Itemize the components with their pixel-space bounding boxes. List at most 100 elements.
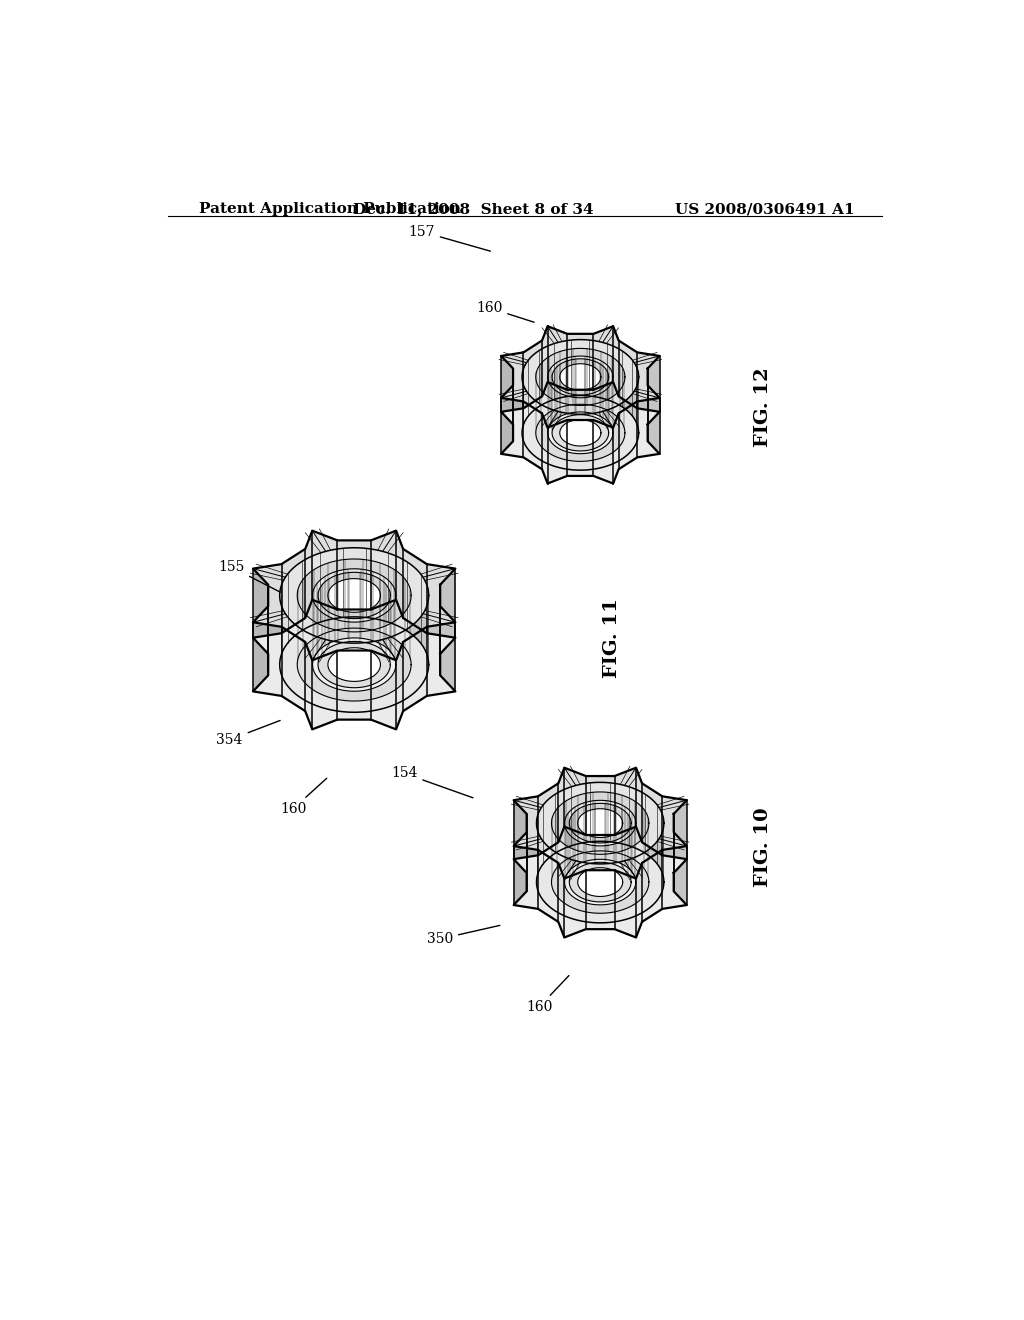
Polygon shape <box>651 799 653 859</box>
Polygon shape <box>618 341 637 408</box>
Polygon shape <box>639 805 641 865</box>
Polygon shape <box>421 574 422 645</box>
Polygon shape <box>620 795 622 854</box>
Polygon shape <box>253 531 456 660</box>
Polygon shape <box>616 784 620 843</box>
Polygon shape <box>599 792 602 851</box>
Polygon shape <box>586 339 589 396</box>
Polygon shape <box>610 355 611 413</box>
Polygon shape <box>542 326 548 396</box>
Polygon shape <box>653 843 655 904</box>
Polygon shape <box>394 634 397 705</box>
Polygon shape <box>347 560 350 628</box>
Polygon shape <box>373 642 377 710</box>
Polygon shape <box>636 843 638 903</box>
Polygon shape <box>645 850 647 911</box>
Polygon shape <box>305 642 312 730</box>
Polygon shape <box>548 356 613 397</box>
Polygon shape <box>631 846 633 907</box>
Polygon shape <box>620 851 622 911</box>
Polygon shape <box>582 405 585 462</box>
Polygon shape <box>407 609 408 680</box>
Polygon shape <box>616 392 617 450</box>
Polygon shape <box>564 859 636 906</box>
Polygon shape <box>403 612 404 682</box>
Polygon shape <box>422 612 424 684</box>
Polygon shape <box>659 808 660 870</box>
Polygon shape <box>601 342 603 399</box>
Polygon shape <box>361 643 365 711</box>
Polygon shape <box>318 573 390 619</box>
Polygon shape <box>589 341 592 396</box>
Polygon shape <box>548 412 613 454</box>
Polygon shape <box>609 408 611 466</box>
Polygon shape <box>357 548 361 616</box>
Polygon shape <box>623 861 626 920</box>
Polygon shape <box>297 628 411 701</box>
Polygon shape <box>407 561 410 632</box>
Polygon shape <box>403 630 407 700</box>
Polygon shape <box>365 643 369 711</box>
Polygon shape <box>371 531 396 610</box>
Polygon shape <box>617 851 620 911</box>
Polygon shape <box>605 792 607 851</box>
Polygon shape <box>578 809 623 837</box>
Polygon shape <box>403 560 407 631</box>
Polygon shape <box>624 352 626 409</box>
Polygon shape <box>606 863 609 923</box>
Polygon shape <box>622 795 625 855</box>
Polygon shape <box>403 577 404 648</box>
Polygon shape <box>384 638 387 709</box>
Polygon shape <box>385 626 387 696</box>
Polygon shape <box>419 572 421 643</box>
Polygon shape <box>603 343 606 400</box>
Polygon shape <box>603 411 606 467</box>
Polygon shape <box>609 783 612 842</box>
Polygon shape <box>580 405 582 462</box>
Polygon shape <box>620 404 622 461</box>
Polygon shape <box>394 620 396 690</box>
Polygon shape <box>400 558 403 628</box>
Polygon shape <box>642 850 663 921</box>
Polygon shape <box>623 785 626 845</box>
Polygon shape <box>347 632 350 701</box>
Text: Dec. 11, 2008  Sheet 8 of 34: Dec. 11, 2008 Sheet 8 of 34 <box>353 202 594 216</box>
Polygon shape <box>616 360 617 417</box>
Polygon shape <box>353 632 356 701</box>
Polygon shape <box>377 640 380 710</box>
Polygon shape <box>603 783 606 841</box>
Polygon shape <box>598 412 601 469</box>
Polygon shape <box>353 558 356 628</box>
Polygon shape <box>380 562 382 632</box>
Polygon shape <box>622 850 625 909</box>
Polygon shape <box>627 849 629 908</box>
Polygon shape <box>594 792 597 851</box>
Polygon shape <box>297 558 411 632</box>
Polygon shape <box>345 643 349 713</box>
Polygon shape <box>357 643 361 713</box>
Polygon shape <box>633 845 635 906</box>
Polygon shape <box>514 800 526 873</box>
Polygon shape <box>589 413 592 470</box>
Polygon shape <box>606 783 609 842</box>
Polygon shape <box>632 360 634 417</box>
Polygon shape <box>390 566 392 638</box>
Polygon shape <box>253 569 268 653</box>
Polygon shape <box>501 397 523 457</box>
Polygon shape <box>396 619 398 689</box>
Polygon shape <box>387 624 390 694</box>
Polygon shape <box>396 531 403 618</box>
Polygon shape <box>396 642 403 730</box>
Polygon shape <box>552 792 649 854</box>
Polygon shape <box>647 796 649 857</box>
Polygon shape <box>617 793 620 854</box>
Polygon shape <box>609 853 612 912</box>
Polygon shape <box>585 348 587 405</box>
Polygon shape <box>609 345 611 401</box>
Polygon shape <box>356 632 359 701</box>
Polygon shape <box>635 801 636 861</box>
Polygon shape <box>427 564 456 638</box>
Polygon shape <box>369 560 372 630</box>
Polygon shape <box>577 414 580 470</box>
Polygon shape <box>514 846 538 909</box>
